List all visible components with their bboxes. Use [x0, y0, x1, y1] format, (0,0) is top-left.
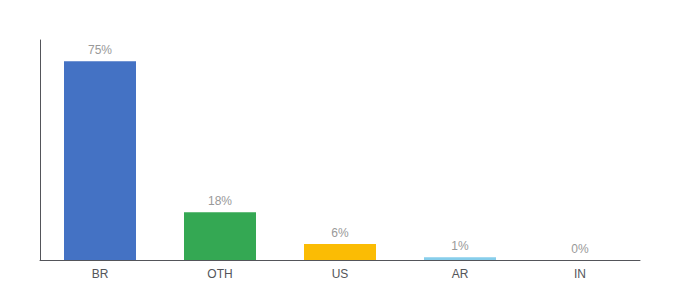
svg-text:6%: 6% [331, 226, 349, 240]
svg-text:BR: BR [92, 267, 109, 281]
svg-text:US: US [332, 267, 349, 281]
svg-text:OTH: OTH [207, 267, 232, 281]
svg-text:18%: 18% [208, 194, 232, 208]
svg-text:AR: AR [452, 267, 469, 281]
svg-text:75%: 75% [88, 43, 112, 57]
svg-text:IN: IN [574, 267, 586, 281]
svg-text:0%: 0% [571, 242, 589, 256]
svg-text:1%: 1% [451, 239, 469, 253]
